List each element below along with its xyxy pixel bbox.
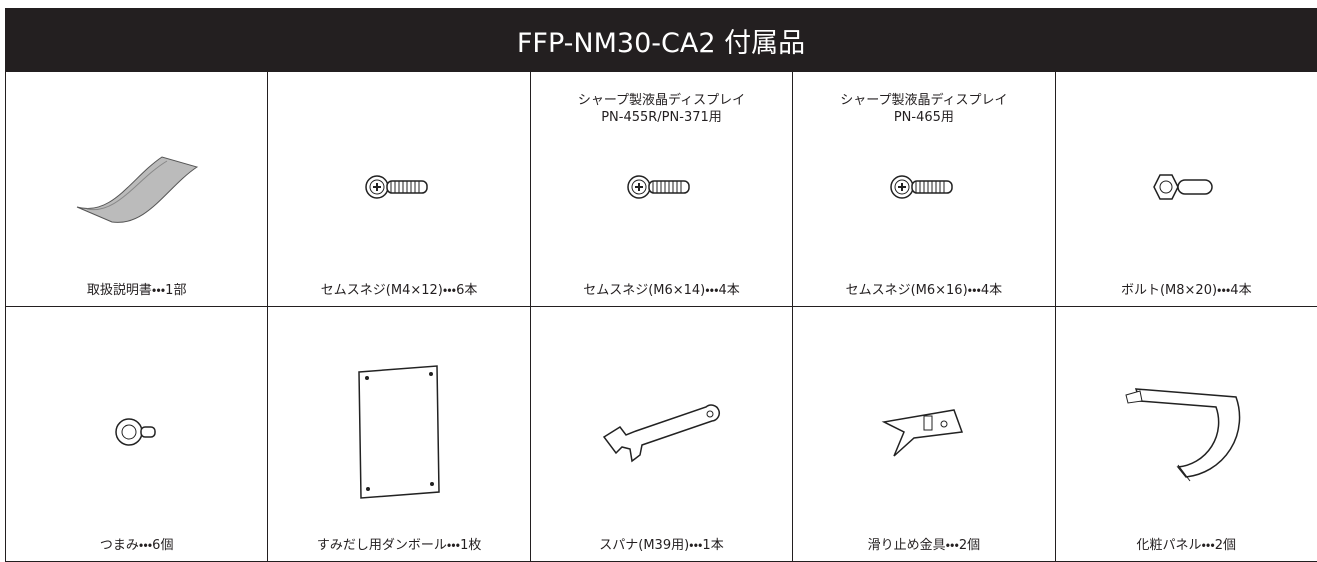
note-line: PN-455R/PN-371用: [601, 110, 722, 125]
header: FFP-NM30-CA2 付属品: [5, 8, 1317, 72]
item-caption: 取扱説明書・・・1部: [86, 283, 187, 298]
item-illustration: [874, 402, 974, 466]
item-caption: 化粧パネル・・・2個: [1136, 538, 1237, 553]
note-line: シャープ製液晶ディスプレイ: [577, 93, 746, 108]
accessory-cell: ボルト(M8×20)・・・4本: [1054, 72, 1317, 307]
item-caption: セムスネジ(M4×12)・・・6本: [320, 283, 478, 298]
accessory-grid: 取扱説明書・・・1部 セムスネジ(M4×12)・・・6本 シャープ製液晶ディスプレイ…: [5, 72, 1317, 562]
item-caption: つまみ・・・6個: [99, 538, 174, 553]
item-caption: すみだし用ダンボール・・・1枚: [316, 538, 482, 553]
accessory-cell: 取扱説明書・・・1部: [5, 72, 268, 307]
accessory-cell: すみだし用ダンボール・・・1枚: [267, 307, 530, 562]
note-line: PN-465用: [893, 110, 954, 125]
item-illustration: [359, 162, 439, 216]
accessory-cell: シャープ製液晶ディスプレイ PN-455R/PN-371用セムスネジ(M6×14)…: [529, 72, 793, 307]
item-illustration: [72, 147, 202, 231]
accessory-cell: 化粧パネル・・・2個: [1054, 307, 1317, 562]
item-illustration: [596, 397, 726, 471]
item-caption: スパナ(M39用)・・・1本: [599, 538, 724, 553]
accessory-cell: 滑り止め金具・・・2個: [792, 307, 1055, 562]
cell-note: シャープ製液晶ディスプレイ PN-455R/PN-371用: [531, 92, 792, 126]
item-illustration: [884, 162, 964, 216]
accessory-cell: つまみ・・・6個: [5, 307, 268, 562]
item-illustration: [1116, 377, 1256, 491]
item-caption: セムスネジ(M6×14)・・・4本: [583, 283, 740, 298]
accessory-cell: セムスネジ(M4×12)・・・6本: [267, 72, 530, 307]
item-caption: ボルト(M8×20)・・・4本: [1120, 283, 1252, 298]
item-illustration: [107, 407, 167, 461]
item-illustration: [1146, 162, 1226, 216]
note-line: シャープ製液晶ディスプレイ: [840, 93, 1008, 108]
accessory-cell: シャープ製液晶ディスプレイ PN-465用セムスネジ(M6×16)・・・4本: [792, 72, 1055, 307]
item-illustration: [349, 362, 449, 506]
item-caption: 滑り止め金具・・・2個: [867, 538, 981, 553]
item-caption: セムスネジ(M6×16)・・・4本: [845, 283, 1003, 298]
item-illustration: [621, 162, 701, 216]
accessory-cell: スパナ(M39用)・・・1本: [529, 307, 793, 562]
cell-note: シャープ製液晶ディスプレイ PN-465用: [793, 92, 1054, 126]
